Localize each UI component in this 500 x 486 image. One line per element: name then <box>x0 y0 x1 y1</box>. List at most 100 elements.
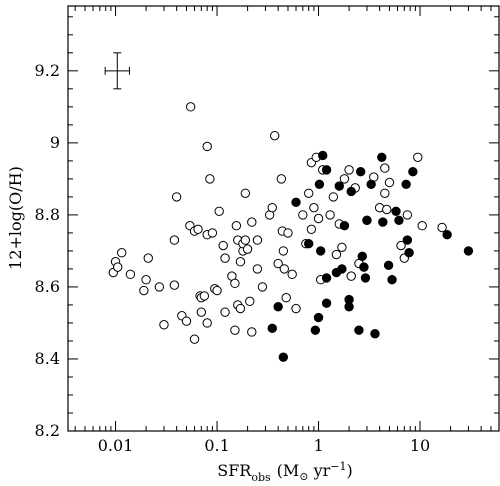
open-point <box>331 249 342 260</box>
open-point <box>196 307 207 317</box>
filled-point <box>463 246 474 256</box>
y-tick-label: 8.8 <box>35 205 60 224</box>
filled-point <box>408 166 418 177</box>
error-bar <box>104 52 130 90</box>
filled-point <box>278 352 289 362</box>
x-tick-label: 0.1 <box>204 436 229 455</box>
filled-point <box>273 302 283 312</box>
filled-point <box>346 186 356 197</box>
filled-point <box>378 217 388 227</box>
open-point <box>417 221 427 231</box>
filled-point <box>310 325 321 335</box>
filled-point <box>401 179 411 189</box>
open-point <box>169 280 180 290</box>
filled-point <box>313 312 324 323</box>
open-point <box>257 282 268 292</box>
open-point <box>267 202 277 213</box>
filled-point <box>315 246 326 256</box>
open-point <box>276 174 287 184</box>
filled-point <box>442 230 452 240</box>
open-point <box>207 228 218 238</box>
plot-frame <box>67 5 500 432</box>
open-point <box>247 327 257 337</box>
y-tick-label: 8.2 <box>35 421 60 440</box>
x-tick-label: 0.01 <box>98 436 134 455</box>
filled-point <box>357 251 368 262</box>
filled-point <box>344 302 354 312</box>
open-point <box>313 213 324 224</box>
open-point <box>171 192 182 202</box>
y-tick-label: 9.2 <box>35 61 60 80</box>
open-point <box>339 174 350 184</box>
x-axis-label-close: ) <box>347 461 353 480</box>
open-point <box>214 206 224 216</box>
open-point <box>252 235 263 245</box>
open-point <box>281 293 291 303</box>
open-point <box>212 285 222 296</box>
open-point <box>287 269 297 280</box>
open-point <box>306 224 317 235</box>
open-point <box>181 316 192 326</box>
filled-point <box>366 179 376 189</box>
filled-point <box>337 264 347 274</box>
x-axis-label-units: (M <box>277 461 300 480</box>
open-point <box>220 307 230 317</box>
open-point <box>235 303 246 314</box>
filled-point <box>360 273 371 283</box>
x-axis-label-main: SFR <box>217 461 252 480</box>
filled-point <box>321 273 332 283</box>
filled-point <box>318 150 328 161</box>
open-point <box>402 210 413 220</box>
filled-point <box>387 275 397 285</box>
open-point <box>113 262 123 272</box>
x-axis-label-units2: yr <box>309 461 331 480</box>
filled-point <box>354 325 364 335</box>
filled-point <box>291 197 301 207</box>
open-point <box>337 242 347 253</box>
open-point <box>143 253 153 263</box>
open-point <box>220 253 230 263</box>
y-axis-label: 12+log(O/H) <box>6 166 25 270</box>
open-point <box>230 325 240 335</box>
open-point <box>380 188 390 198</box>
open-point <box>205 174 215 184</box>
open-point <box>252 264 263 274</box>
filled-point <box>339 221 350 231</box>
open-point <box>189 334 200 344</box>
open-point <box>384 177 395 188</box>
filled-point <box>404 248 414 258</box>
open-point <box>230 278 240 289</box>
filled-point <box>321 298 332 308</box>
x-tick-label: 10 <box>410 436 430 455</box>
open-point <box>283 228 293 238</box>
filled-point <box>402 235 413 245</box>
open-point <box>413 152 423 162</box>
open-point <box>346 271 356 281</box>
open-point <box>159 320 169 330</box>
filled-point <box>314 179 325 189</box>
open-point <box>380 163 390 173</box>
filled-point <box>334 181 344 191</box>
open-point <box>344 165 354 175</box>
data-points <box>108 102 474 362</box>
open-point <box>309 202 319 213</box>
open-point <box>169 235 180 245</box>
filled-point <box>370 329 380 339</box>
filled-point <box>303 239 314 249</box>
open-point <box>231 221 242 231</box>
open-point <box>278 246 289 256</box>
open-point <box>328 192 339 202</box>
open-point <box>325 210 335 220</box>
open-point <box>273 258 283 269</box>
x-axis-label-sub: obs <box>251 471 271 484</box>
filled-point <box>355 166 366 177</box>
open-point <box>240 235 251 245</box>
filled-point <box>383 260 394 271</box>
x-tick-label: 1 <box>313 436 323 455</box>
open-point <box>303 188 314 198</box>
open-point <box>396 240 406 251</box>
open-point <box>437 222 447 233</box>
open-point <box>202 318 212 328</box>
filled-point <box>359 262 369 272</box>
